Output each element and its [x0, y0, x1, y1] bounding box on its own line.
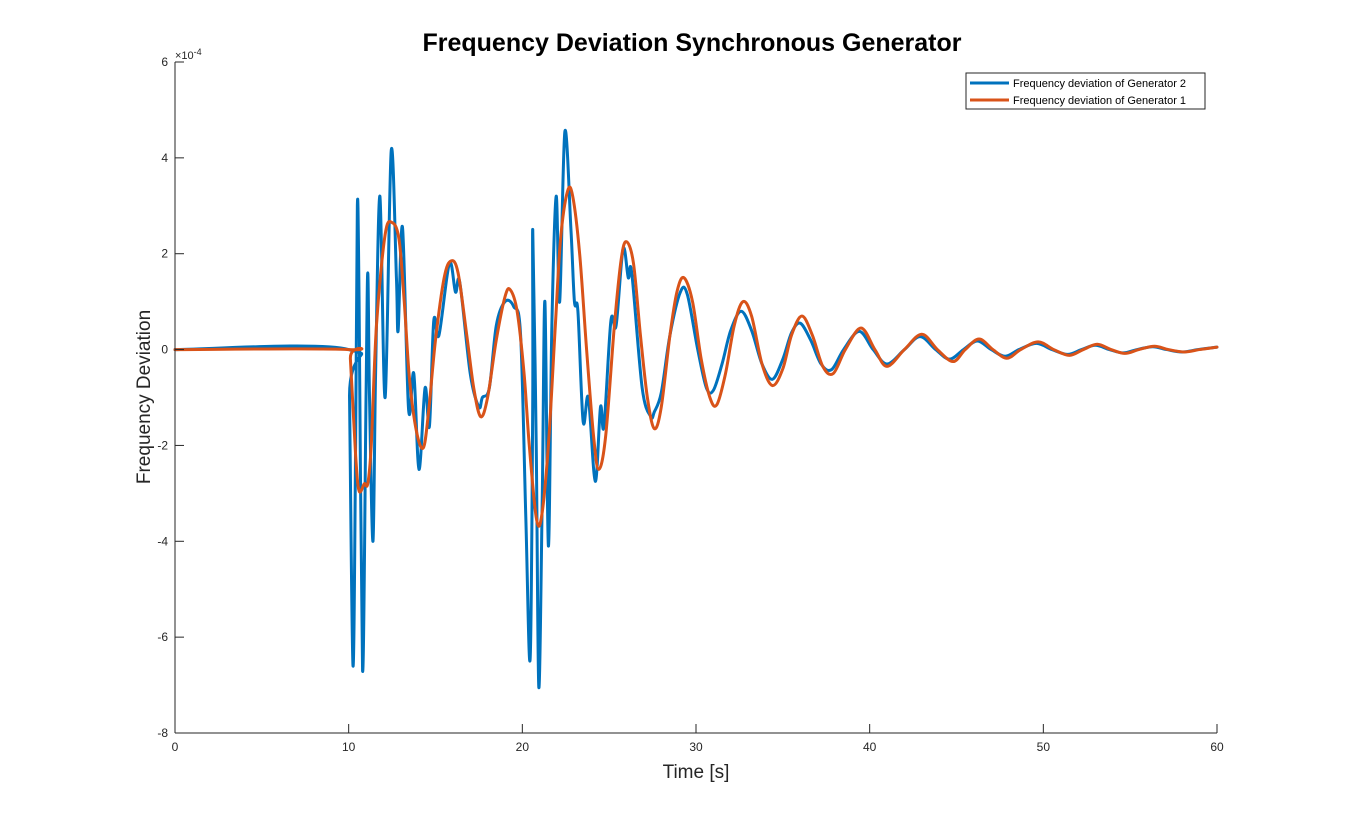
series-line-generator-1	[173, 185, 1219, 528]
y-scale-exponent-base: ×10	[175, 50, 194, 62]
x-tick-label: 0	[172, 740, 179, 754]
legend-label-generator-2: Frequency deviation of Generator 2	[1013, 78, 1186, 90]
y-tick-label: -8	[157, 726, 168, 740]
y-tick-label: 0	[161, 343, 168, 357]
y-tick-label: 2	[161, 247, 168, 261]
legend-label-generator-1: Frequency deviation of Generator 1	[1013, 95, 1186, 107]
y-scale-exponent: ×10-4	[175, 47, 202, 62]
plot-area	[175, 62, 1217, 733]
y-tick-label: -4	[157, 534, 168, 548]
x-ticks: 0 10 20 30 40 50 60	[172, 724, 1224, 754]
y-tick-label: -6	[157, 630, 168, 644]
y-tick-label: -2	[157, 438, 168, 452]
x-tick-label: 50	[1037, 740, 1051, 754]
chart-title: Frequency Deviation Synchronous Generato…	[422, 29, 961, 57]
series-layer	[173, 128, 1219, 689]
y-axis-label: Frequency Deviation	[134, 310, 155, 484]
legend: Frequency deviation of Generator 2 Frequ…	[965, 72, 1206, 110]
x-tick-label: 10	[342, 740, 356, 754]
x-tick-label: 60	[1210, 740, 1224, 754]
y-ticks: -8 -6 -4 -2 0 2 4 6	[157, 55, 184, 740]
x-tick-label: 20	[516, 740, 530, 754]
x-tick-label: 40	[863, 740, 877, 754]
x-tick-label: 30	[689, 740, 703, 754]
y-scale-exponent-power: -4	[194, 47, 202, 57]
legend-box	[965, 72, 1206, 110]
x-axis-label: Time [s]	[663, 762, 730, 783]
y-tick-label: 4	[161, 151, 168, 165]
y-tick-label: 6	[161, 55, 168, 69]
